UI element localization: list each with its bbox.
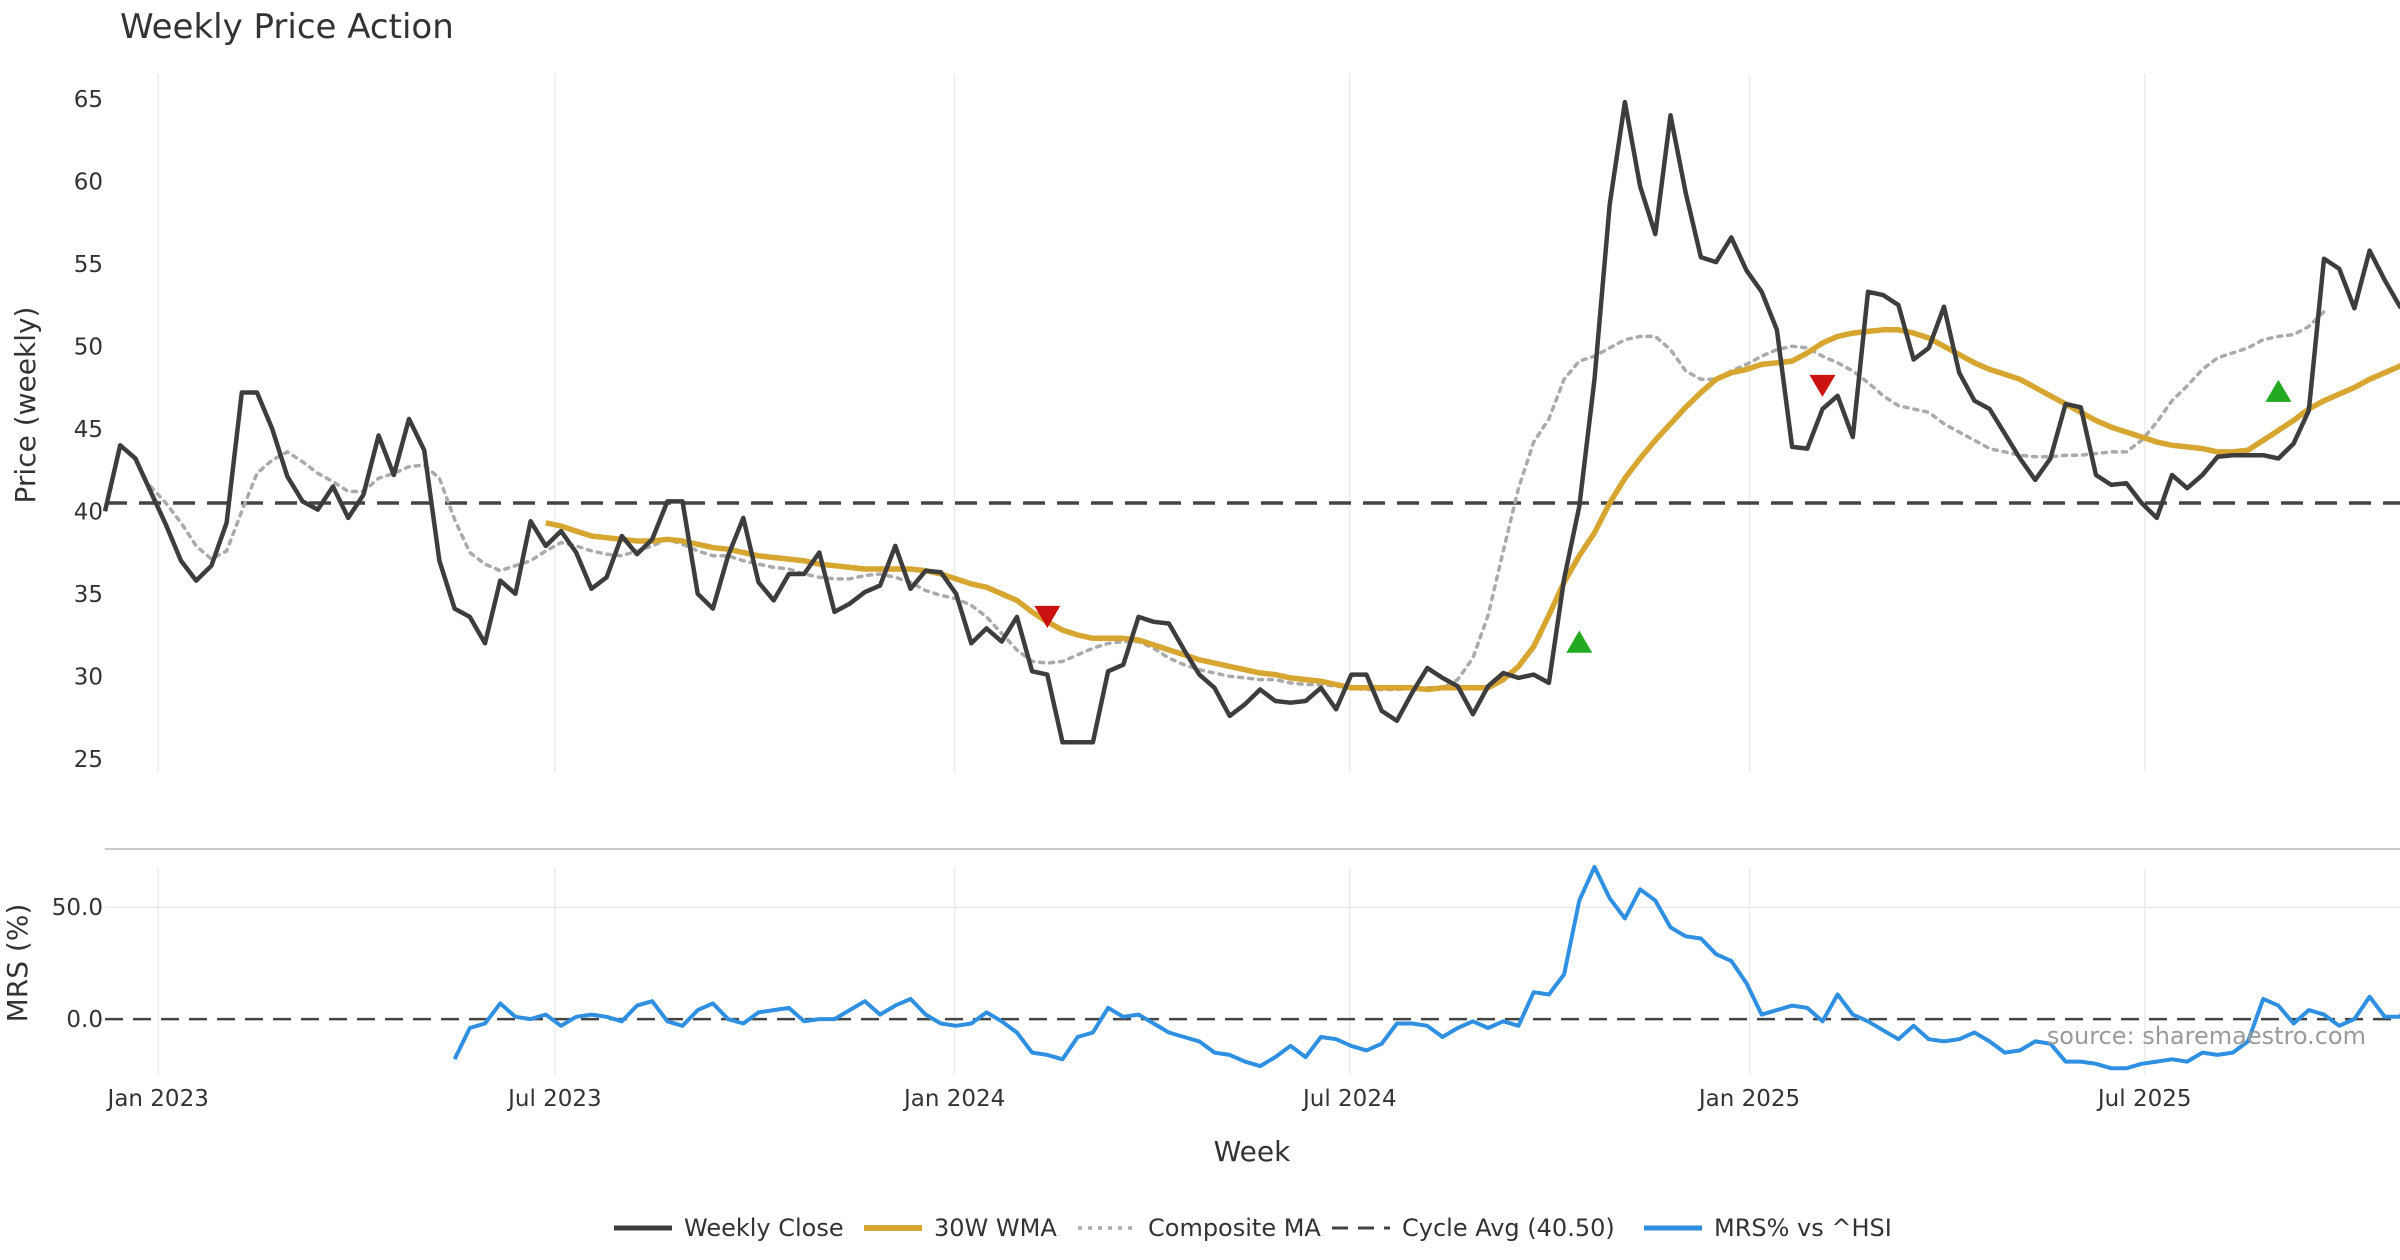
legend-label: 30W WMA [934, 1214, 1057, 1242]
sell-signal-marker [1034, 605, 1061, 628]
x-axis-ticks: Jan 2023 Jul 2023 Jan 2024 Jul 2024 Jan 2025… [106, 1086, 2192, 1112]
legend-label: Composite MA [1148, 1214, 1321, 1242]
price-y-tick-label: 50 [74, 334, 103, 360]
mrs-y-tick-label: 50.0 [52, 895, 103, 921]
price-y-ticks: 25 30 35 40 45 50 55 60 65 [74, 87, 103, 773]
price-y-tick-label: 35 [74, 582, 103, 608]
x-tick-label: Jan 2024 [902, 1086, 1005, 1112]
weekly-close-line [102, 99, 2400, 745]
legend-label: Weekly Close [684, 1214, 844, 1242]
price-y-tick-label: 40 [74, 499, 103, 525]
legend-item: 30W WMA [864, 1214, 1057, 1242]
price-y-tick-label: 45 [74, 417, 103, 443]
x-tick-label: Jul 2025 [2096, 1086, 2192, 1112]
chart-title: Weekly Price Action [120, 7, 454, 47]
signal-markers [1034, 374, 2292, 653]
price-y-tick-label: 60 [74, 169, 103, 195]
legend-label: MRS% vs ^HSI [1714, 1214, 1892, 1242]
legend-label: Cycle Avg (40.50) [1402, 1214, 1615, 1242]
mrs-x-gridlines [157, 868, 2146, 1075]
legend: Weekly Close 30W WMA Composite MA Cycle Avg… [614, 1214, 1892, 1242]
wma-30w-line [545, 327, 2400, 693]
x-tick-label: Jul 2024 [1301, 1086, 1397, 1112]
x-tick-label: Jan 2023 [106, 1086, 209, 1112]
mrs-panel: 0.0 50.0 MRS (%) source: sharemaestro.com [1, 864, 2400, 1075]
legend-item: Cycle Avg (40.50) [1332, 1214, 1615, 1242]
mrs-line [452, 864, 2400, 1071]
legend-item: MRS% vs ^HSI [1644, 1214, 1892, 1242]
price-x-gridlines [157, 74, 2146, 772]
x-tick-label: Jul 2023 [506, 1086, 602, 1112]
sell-signal-marker [1809, 374, 1836, 397]
mrs-y-axis-label: MRS (%) [1, 904, 34, 1023]
legend-item: Weekly Close [614, 1214, 844, 1242]
mrs-y-ticks: 0.0 50.0 [52, 895, 2400, 1033]
composite-ma-line [148, 309, 2326, 692]
mrs-y-tick-label: 0.0 [66, 1007, 103, 1033]
price-y-axis-label: Price (weekly) [9, 307, 42, 504]
buy-signal-marker [1566, 630, 1593, 653]
price-y-tick-label: 25 [74, 747, 103, 773]
x-axis-label: Week [1214, 1135, 1291, 1168]
source-note: source: sharemaestro.com [2047, 1022, 2366, 1050]
price-y-tick-label: 55 [74, 252, 103, 278]
x-tick-label: Jan 2025 [1697, 1086, 1800, 1112]
buy-signal-marker [2265, 379, 2292, 402]
price-y-tick-label: 30 [74, 664, 103, 690]
price-panel: 25 30 35 40 45 50 55 60 65 Price (weekly) [9, 74, 2400, 773]
price-y-tick-label: 65 [74, 87, 103, 113]
legend-item: Composite MA [1078, 1214, 1321, 1242]
